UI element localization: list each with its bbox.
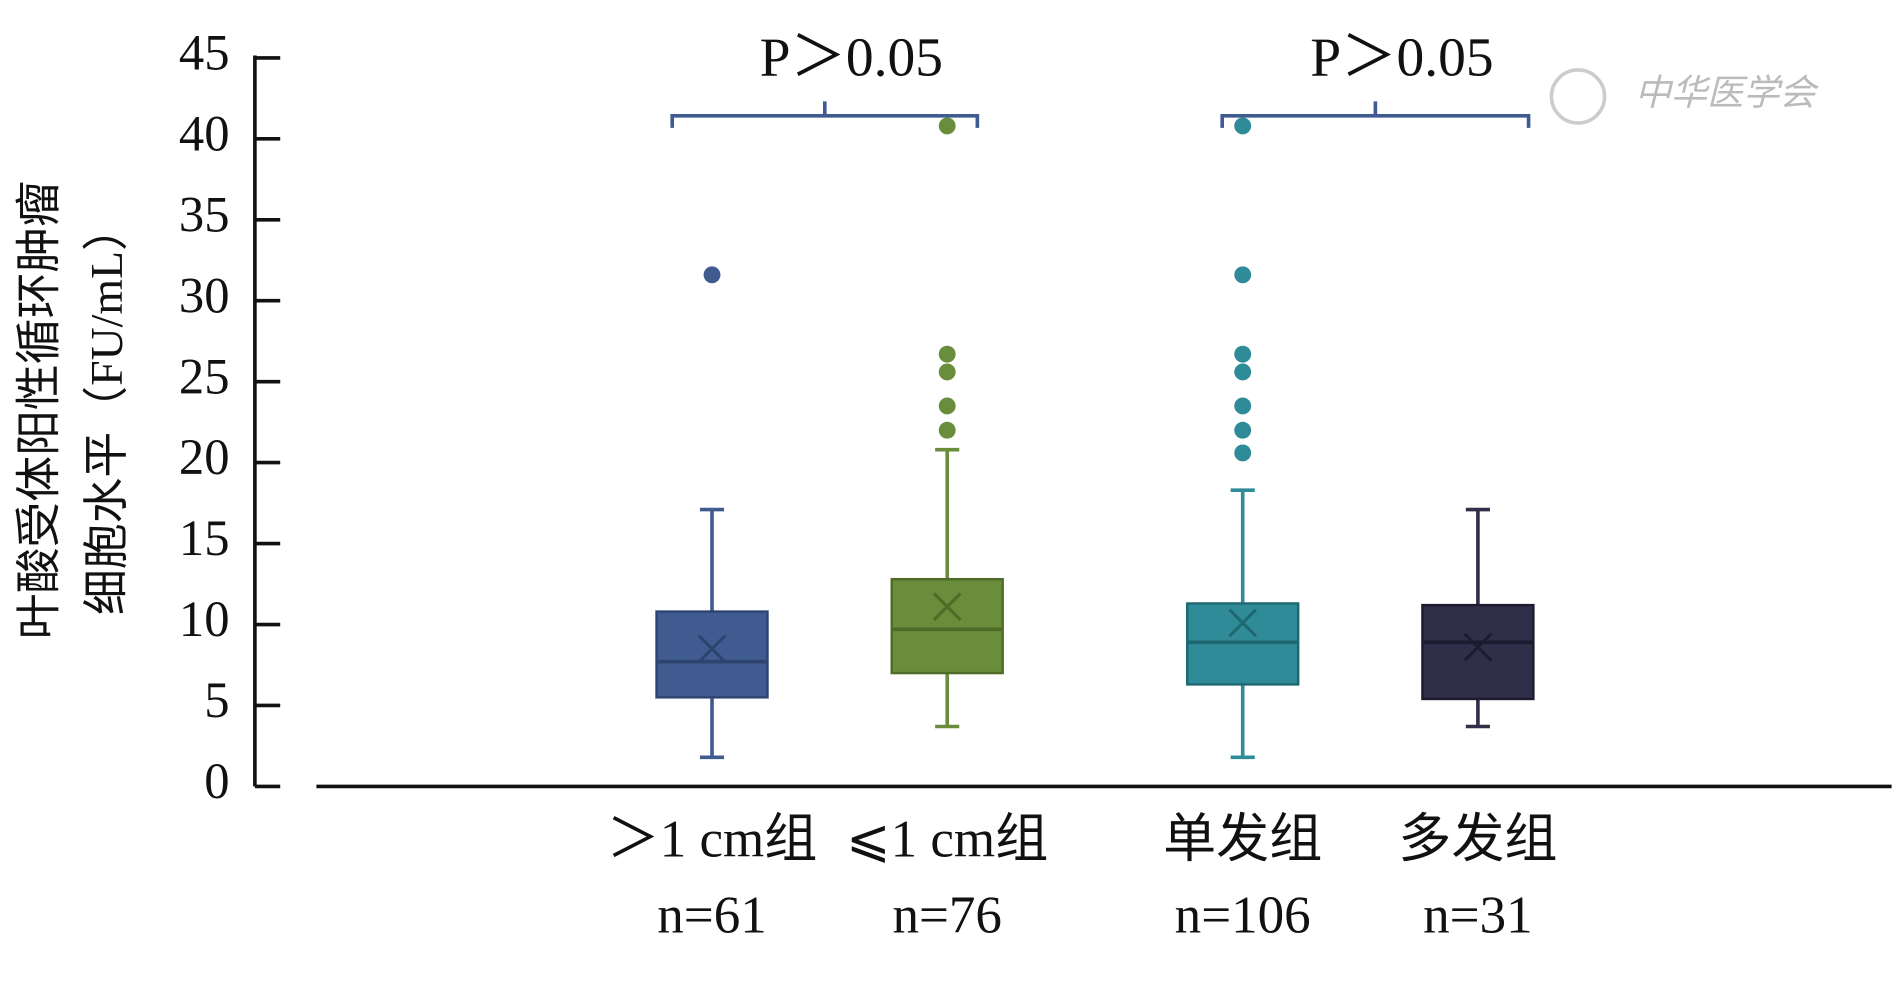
sample-size-label: n=106	[1175, 886, 1311, 944]
y-axis-label: 细胞水平（FU/mL）	[81, 205, 132, 615]
significance-bracket	[670, 101, 980, 128]
sample-size-label: n=76	[892, 886, 1002, 944]
y-tick-label: 5	[204, 672, 229, 728]
y-tick-label: 20	[179, 429, 230, 485]
y-axis-label: 叶酸受体阳性循环肿瘤	[13, 181, 64, 639]
outlier	[938, 363, 956, 381]
outlier	[1234, 266, 1252, 284]
mean-marker	[697, 634, 727, 664]
annotation: P＞0.05	[1310, 27, 1493, 88]
y-tick-label: 15	[179, 510, 230, 566]
mean-marker	[1463, 632, 1493, 662]
box	[1421, 603, 1535, 701]
outlier	[1234, 444, 1252, 462]
x-tick-label: ＞1 cm组	[607, 810, 818, 868]
sample-size-label: n=61	[657, 886, 767, 944]
outlier	[938, 397, 956, 415]
box	[655, 610, 769, 699]
y-tick-label: 40	[179, 105, 230, 161]
annotation: P＞0.05	[760, 27, 943, 88]
sample-size-label: n=31	[1423, 886, 1533, 944]
x-tick-label: 多发组	[1398, 810, 1557, 868]
y-tick-label: 30	[179, 267, 230, 323]
outlier	[1234, 363, 1252, 381]
outlier	[1234, 117, 1252, 135]
box	[890, 577, 1004, 675]
y-tick-label: 0	[204, 753, 229, 809]
y-tick-label: 10	[179, 591, 230, 647]
outlier	[1234, 345, 1252, 363]
mean-marker	[932, 592, 962, 622]
significance-bracket	[1220, 101, 1531, 128]
outlier	[938, 421, 956, 439]
y-tick-label: 45	[179, 25, 230, 81]
watermark: 中华医学会	[1635, 73, 1820, 113]
outlier	[1234, 421, 1252, 439]
outlier	[938, 345, 956, 363]
x-tick-label: ⩽1 cm组	[846, 810, 1048, 868]
watermark-logo	[1549, 68, 1607, 125]
x-tick-label: 单发组	[1163, 810, 1322, 868]
mean-marker	[1228, 608, 1258, 638]
y-tick-label: 25	[179, 348, 230, 404]
outlier	[703, 266, 721, 284]
outlier	[938, 117, 956, 135]
y-tick-label: 35	[179, 186, 230, 242]
outlier	[1234, 397, 1252, 415]
